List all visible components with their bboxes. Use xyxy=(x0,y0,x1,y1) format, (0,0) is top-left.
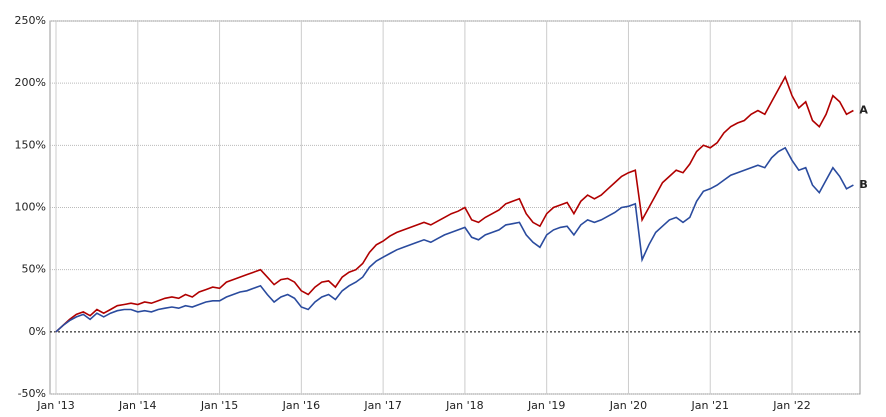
x-tick-label: Jan '16 xyxy=(282,399,320,412)
series-end-label: A xyxy=(859,104,868,117)
y-tick-label: 200% xyxy=(15,76,46,89)
x-tick-label: Jan '13 xyxy=(36,399,74,412)
y-tick-label: 100% xyxy=(15,201,46,214)
series-line xyxy=(55,146,854,333)
y-tick-label: -50% xyxy=(18,387,46,400)
x-tick-label: Jan '15 xyxy=(200,399,238,412)
series-line xyxy=(55,74,854,333)
x-tick-label: Jan '18 xyxy=(445,399,483,412)
y-tick-label: 0% xyxy=(29,325,46,338)
x-tick-label: Jan '17 xyxy=(363,399,401,412)
y-tick-label: 150% xyxy=(15,138,46,151)
x-tick-label: Jan '19 xyxy=(527,399,565,412)
y-tick-label: 50% xyxy=(22,263,46,276)
series-end-label: B xyxy=(859,178,867,191)
x-tick-label: Jan '20 xyxy=(609,399,647,412)
y-tick-label: 250% xyxy=(15,14,46,27)
x-tick-label: Jan '21 xyxy=(690,399,728,412)
x-tick-label: Jan '22 xyxy=(772,399,810,412)
x-tick-label: Jan '14 xyxy=(118,399,156,412)
